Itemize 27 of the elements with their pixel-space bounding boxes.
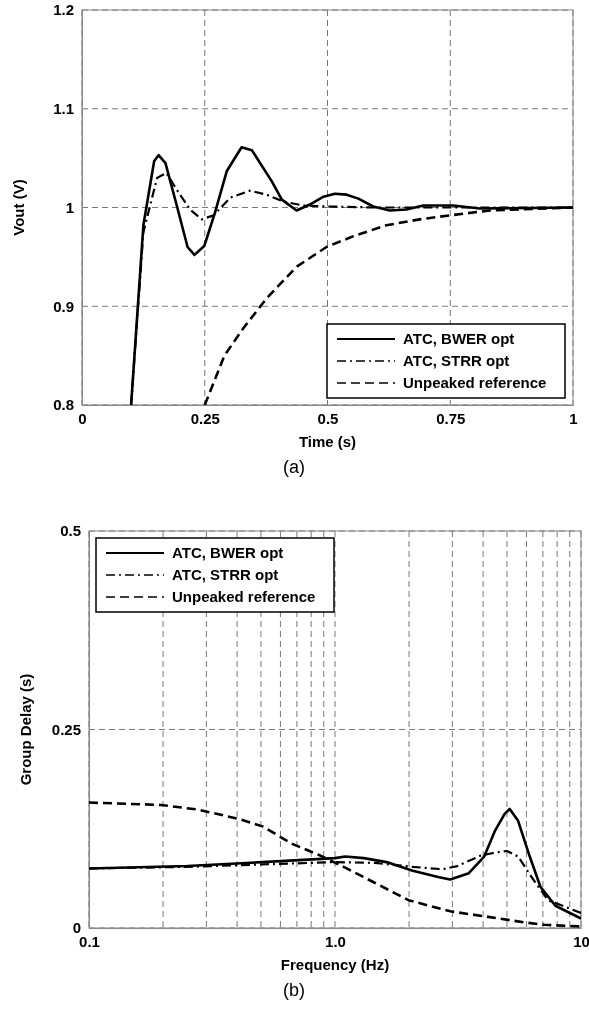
x-tick-label: 1.0: [325, 932, 346, 950]
y-axis-title: Group Delay (s): [17, 673, 34, 786]
x-tick-label: 0.25: [190, 409, 220, 427]
x-axis-title: Time (s): [298, 433, 357, 450]
y-tick-label: 0.9: [53, 297, 74, 315]
y-axis-title: Vout (V): [10, 179, 27, 236]
y-tick-label: 1.1: [53, 100, 74, 118]
legend-label: Unpeaked reference: [403, 374, 547, 391]
y-tick-label: 1.2: [53, 1, 74, 19]
x-tick-label: 0.5: [317, 409, 339, 427]
legend-label: Unpeaked reference: [172, 588, 316, 605]
x-tick-label: 0.1: [79, 932, 100, 950]
y-tick-label: 0.25: [51, 720, 81, 738]
y-tick-label: 0.5: [60, 522, 81, 540]
x-axis-title: Frequency (Hz): [280, 956, 390, 973]
legend-label: ATC, STRR opt: [403, 352, 510, 369]
text: (b): [283, 980, 305, 1000]
legend-label: ATC, BWER opt: [172, 544, 284, 561]
y-tick-label: 0: [72, 919, 81, 937]
y-tick-label: 1: [65, 198, 74, 216]
x-tick-label: 10: [573, 932, 589, 950]
legend-label: ATC, BWER opt: [403, 330, 515, 347]
x-tick-label: 1: [569, 409, 578, 427]
x-tick-label: 0.75: [436, 409, 466, 427]
text: (a): [283, 457, 305, 477]
legend-label: ATC, STRR opt: [172, 566, 279, 583]
y-tick-label: 0.8: [53, 396, 74, 414]
